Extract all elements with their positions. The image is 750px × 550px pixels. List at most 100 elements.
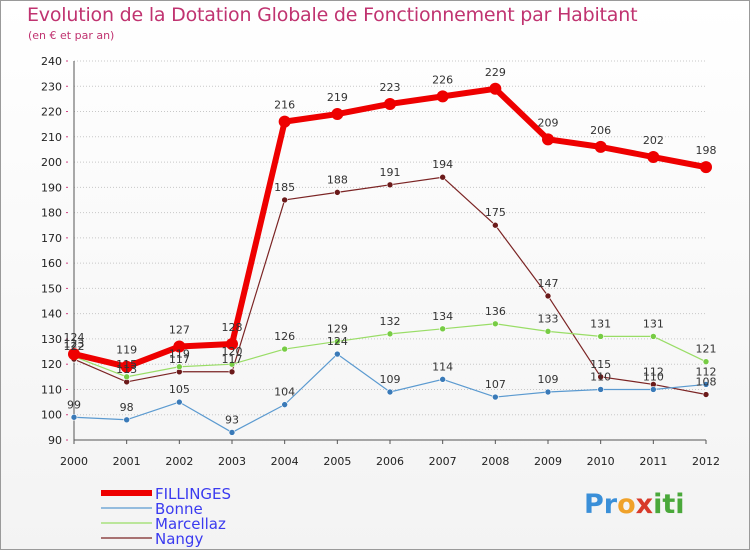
point-bonne-2009 bbox=[544, 388, 552, 396]
legend-label-fillinges: FILLINGES bbox=[155, 485, 231, 503]
point-marcellaz-2010 bbox=[597, 333, 604, 340]
label-marcellaz-2007: 134 bbox=[432, 310, 453, 323]
y-tick-140: 140 bbox=[41, 308, 62, 321]
label-fillinges-2007: 226 bbox=[432, 73, 453, 86]
point-fillinges-2009 bbox=[542, 133, 554, 146]
label-nangy-2001: 113 bbox=[116, 363, 137, 376]
point-fillinges-2007 bbox=[436, 90, 449, 103]
y-tick-130: 130 bbox=[41, 333, 62, 346]
point-bonne-2000 bbox=[70, 413, 78, 421]
x-tick-2000: 2000 bbox=[60, 455, 88, 468]
point-nangy-2008 bbox=[492, 221, 499, 229]
point-bonne-2005 bbox=[334, 350, 341, 358]
label-bonne-2003: 93 bbox=[225, 413, 239, 426]
label-fillinges-2009: 209 bbox=[538, 116, 559, 129]
label-bonne-2001: 98 bbox=[120, 401, 134, 414]
label-marcellaz-2002: 119 bbox=[169, 348, 190, 361]
point-nangy-2003 bbox=[228, 368, 236, 376]
y-tick-160: 160 bbox=[41, 257, 62, 270]
label-fillinges-2010: 206 bbox=[590, 124, 611, 137]
label-marcellaz-2001: 115 bbox=[116, 358, 137, 371]
label-fillinges-2003: 128 bbox=[222, 321, 243, 334]
label-marcellaz-2012: 121 bbox=[696, 343, 717, 356]
point-marcellaz-2002 bbox=[176, 363, 183, 371]
point-fillinges-2006 bbox=[384, 97, 396, 110]
x-tick-2009: 2009 bbox=[534, 455, 562, 468]
label-bonne-2012: 112 bbox=[696, 365, 717, 378]
label-marcellaz-2003: 120 bbox=[222, 345, 243, 358]
x-tick-2005: 2005 bbox=[323, 455, 351, 468]
x-tick-2011: 2011 bbox=[639, 455, 667, 468]
axes: 90 100 110 120 130 140 150 160 170 180 190 200 210 22… bbox=[41, 55, 720, 468]
point-fillinges-2000 bbox=[68, 348, 80, 361]
label-nangy-2002: 117 bbox=[169, 353, 190, 366]
x-tick-2004: 2004 bbox=[271, 455, 299, 468]
label-nangy-2012: 108 bbox=[696, 376, 717, 389]
point-fillinges-2002 bbox=[173, 340, 186, 353]
label-nangy-2010: 115 bbox=[590, 358, 611, 371]
y-tick-230: 230 bbox=[41, 80, 62, 93]
point-fillinges-2004 bbox=[278, 115, 291, 128]
y-tick-240: 240 bbox=[41, 55, 62, 68]
point-bonne-2008 bbox=[492, 393, 499, 401]
point-marcellaz-2001 bbox=[123, 373, 130, 381]
y-tick-190: 190 bbox=[41, 181, 62, 194]
y-tick-120: 120 bbox=[41, 358, 62, 371]
point-bonne-2002 bbox=[176, 398, 183, 406]
point-fillinges-2003 bbox=[226, 337, 238, 350]
label-nangy-2000: 122 bbox=[64, 340, 85, 353]
x-tick-2010: 2010 bbox=[587, 455, 615, 468]
label-bonne-2010: 110 bbox=[590, 370, 611, 383]
label-fillinges-2012: 198 bbox=[696, 144, 717, 157]
point-fillinges-2010 bbox=[594, 140, 607, 153]
label-bonne-2005: 124 bbox=[327, 335, 348, 348]
y-tick-180: 180 bbox=[41, 207, 62, 220]
label-bonne-2007: 114 bbox=[432, 360, 453, 373]
label-nangy-2004: 185 bbox=[274, 181, 295, 194]
point-marcellaz-2003 bbox=[228, 360, 236, 368]
point-marcellaz-2007 bbox=[439, 325, 446, 333]
label-nangy-2008: 175 bbox=[485, 206, 506, 219]
y-tick-210: 210 bbox=[41, 131, 62, 144]
legend-label-marcellaz: Marcellaz bbox=[155, 515, 226, 533]
label-fillinges-2001: 119 bbox=[116, 344, 137, 357]
label-nangy-2003: 117 bbox=[222, 353, 243, 366]
label-marcellaz-2010: 131 bbox=[590, 317, 611, 330]
x-tick-2008: 2008 bbox=[481, 455, 509, 468]
label-bonne-2002: 105 bbox=[169, 383, 190, 396]
point-marcellaz-2004 bbox=[281, 345, 288, 353]
point-marcellaz-2012 bbox=[702, 358, 710, 365]
point-fillinges-2012 bbox=[700, 161, 712, 174]
label-bonne-2009: 109 bbox=[538, 373, 559, 386]
x-tick-2002: 2002 bbox=[165, 455, 193, 468]
point-bonne-2004 bbox=[281, 401, 288, 408]
point-bonne-2001 bbox=[123, 416, 130, 424]
label-nangy-2011: 112 bbox=[643, 365, 664, 378]
point-marcellaz-2009 bbox=[544, 328, 552, 335]
y-tick-200: 200 bbox=[41, 156, 62, 169]
legend-label-nangy: Nangy bbox=[155, 530, 203, 548]
point-fillinges-2001 bbox=[120, 360, 133, 373]
label-fillinges-2005: 219 bbox=[327, 91, 348, 104]
series-lines bbox=[68, 82, 712, 436]
label-nangy-2005: 188 bbox=[327, 173, 348, 186]
point-marcellaz-2011 bbox=[650, 333, 657, 340]
x-tick-2006: 2006 bbox=[376, 455, 404, 468]
label-fillinges-2006: 223 bbox=[380, 81, 401, 94]
point-nangy-2012 bbox=[702, 391, 710, 398]
x-tick-2007: 2007 bbox=[429, 455, 457, 468]
y-tick-100: 100 bbox=[41, 409, 62, 422]
point-marcellaz-2008 bbox=[492, 320, 499, 328]
point-fillinges-2008 bbox=[489, 82, 502, 95]
point-nangy-2009 bbox=[544, 292, 552, 300]
point-marcellaz-2005 bbox=[334, 338, 341, 345]
label-bonne-2006: 109 bbox=[380, 373, 401, 386]
label-bonne-2004: 104 bbox=[274, 386, 295, 399]
chart-title: Evolution de la Dotation Globale de Fonc… bbox=[27, 4, 638, 26]
label-fillinges-2011: 202 bbox=[643, 134, 664, 147]
point-fillinges-2011 bbox=[647, 151, 660, 164]
point-bonne-2003 bbox=[228, 429, 236, 436]
